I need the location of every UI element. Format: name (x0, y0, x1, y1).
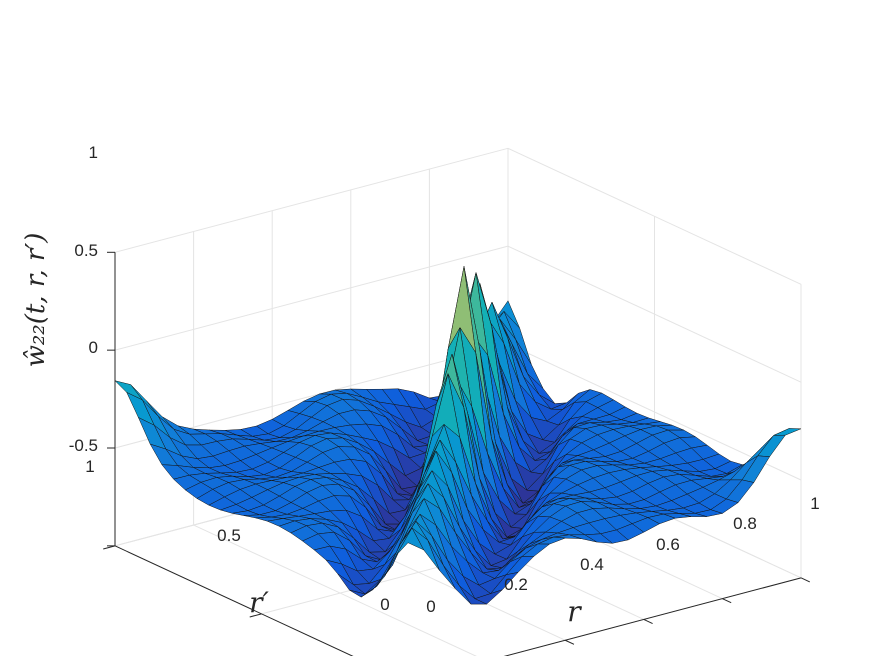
x-tick-mark (722, 598, 732, 604)
x-axis-line (503, 577, 802, 656)
z-tick-label-2: 0.5 (74, 241, 98, 260)
y-tick-label-1: 0.5 (217, 526, 241, 545)
surface-patch (396, 527, 424, 556)
z-axis-label: ŵ₂₂(t, r, r′) (21, 233, 51, 368)
grid-line-wall-z (114, 245, 509, 351)
x-tick-mark (800, 577, 811, 583)
surface-mesh (114, 266, 802, 605)
x-tick-label-0: 0 (426, 597, 435, 616)
grid-line-wall-z (507, 147, 802, 285)
x-tick-label-5: 1 (810, 494, 819, 513)
y-tick-label-2: 1 (85, 457, 94, 476)
grid-line-wall-z (507, 245, 802, 383)
x-axis-label: r (567, 595, 582, 628)
x-tick-label-4: 0.8 (733, 514, 757, 533)
z-tick-label-3: 1 (89, 143, 98, 162)
z-tick-label-0: -0.5 (69, 436, 98, 455)
x-tick-mark (564, 639, 575, 645)
x-tick-label-3: 0.6 (656, 535, 680, 554)
x-tick-mark (643, 618, 653, 624)
x-tick-label-2: 0.4 (580, 555, 604, 574)
surface-patch (757, 434, 786, 457)
x-tick-label-1: 0.2 (504, 575, 528, 594)
z-tick-label-1: 0 (89, 338, 98, 357)
tick-marks (103, 251, 811, 645)
surface-patch (773, 428, 802, 436)
y-tick-mark (103, 545, 116, 550)
grid-line-wall-z (114, 147, 509, 253)
y-tick-mark (249, 613, 262, 618)
y-tick-label-0: 0 (380, 595, 389, 614)
y-axis-label: r′ (249, 586, 269, 619)
